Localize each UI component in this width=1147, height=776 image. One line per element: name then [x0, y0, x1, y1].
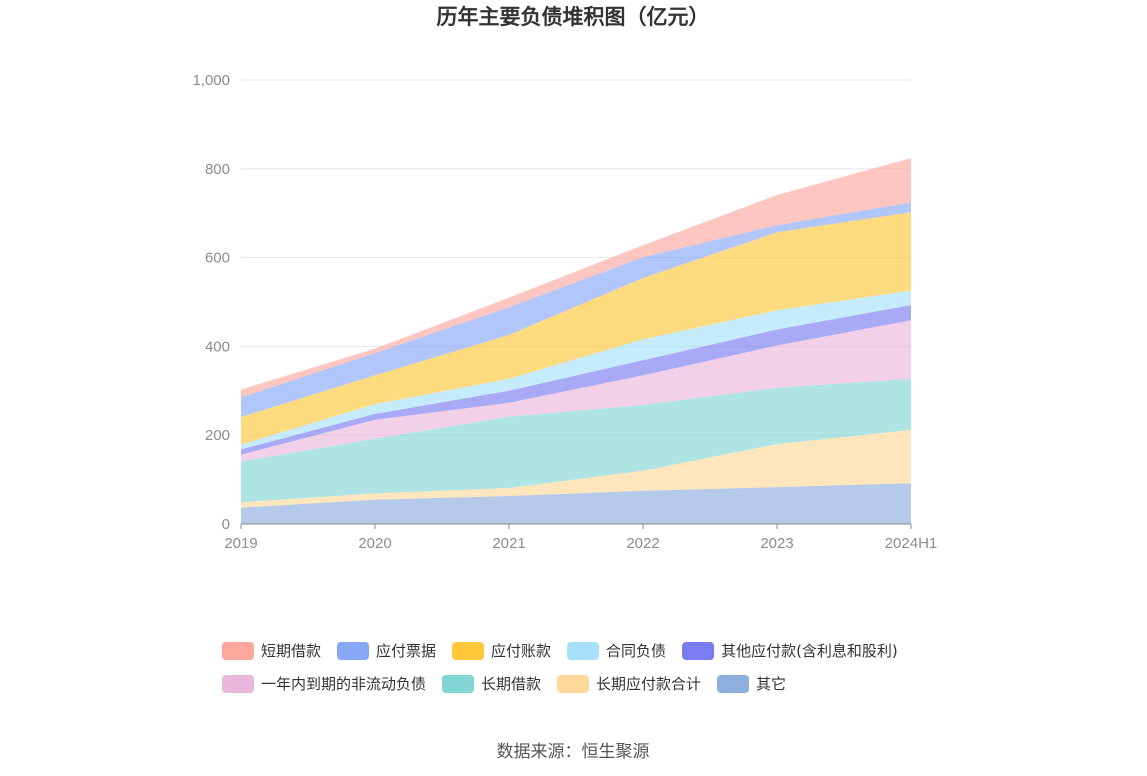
legend-label: 其他应付款(含利息和股利) — [721, 642, 898, 660]
legend-item[interactable]: 长期借款 — [442, 675, 541, 693]
area-series-6 — [241, 212, 911, 445]
chart-title: 历年主要负债堆积图（亿元） — [437, 5, 710, 29]
x-tick-label: 2022 — [626, 535, 659, 552]
legend-swatch — [717, 675, 750, 693]
y-tick-label: 1,000 — [192, 72, 230, 89]
legend-swatch — [222, 642, 254, 660]
legend-swatch — [337, 642, 370, 660]
data-source-label: 数据来源：恒生聚源 — [497, 742, 650, 762]
legend-label: 合同负债 — [606, 642, 666, 660]
x-tick-label: 2019 — [224, 535, 257, 552]
area-series-2 — [241, 378, 911, 503]
x-tick-label: 2023 — [760, 535, 793, 552]
legend-label: 长期应付款合计 — [596, 675, 701, 693]
legend-swatch — [682, 642, 715, 660]
legend-item[interactable]: 短期借款 — [222, 642, 321, 660]
area-series-4 — [241, 305, 911, 455]
y-tick-label: 200 — [205, 427, 230, 444]
legend-swatch — [222, 675, 254, 693]
y-tick-label: 800 — [205, 161, 230, 178]
area-series-5 — [241, 290, 911, 450]
legend-label: 应付票据 — [376, 642, 436, 660]
legend-item[interactable]: 合同负债 — [567, 642, 666, 660]
area-series-1 — [241, 429, 911, 508]
legend-swatch — [557, 675, 590, 693]
legend-item[interactable]: 其他应付款(含利息和股利) — [682, 642, 898, 660]
legend: 短期借款 应付票据 应付账款 合同负债 其他应付款(含利息和股利) 一年内到期的非流动负债… — [222, 642, 898, 693]
y-tick-label: 0 — [222, 516, 230, 533]
legend-label: 短期借款 — [261, 642, 321, 660]
legend-label: 长期借款 — [481, 675, 541, 693]
legend-item[interactable]: 其它 — [717, 675, 786, 693]
legend-label: 一年内到期的非流动负债 — [261, 675, 426, 693]
area-series-7 — [241, 202, 911, 417]
y-tick-label: 600 — [205, 250, 230, 267]
legend-swatch — [567, 642, 600, 660]
legend-swatch — [442, 675, 475, 693]
x-tick-label: 2020 — [358, 535, 391, 552]
area-series-0 — [241, 483, 911, 524]
area-series-8 — [241, 158, 911, 398]
legend-item[interactable]: 应付账款 — [452, 642, 551, 660]
axes: 2019 2020 2021 2022 2023 2024H1 — [224, 523, 938, 552]
legend-label: 应付账款 — [491, 642, 551, 660]
area-series — [241, 158, 911, 524]
legend-swatch — [452, 642, 485, 660]
x-tick-label: 2024H1 — [885, 535, 938, 552]
legend-item[interactable]: 一年内到期的非流动负债 — [222, 675, 426, 693]
legend-label: 其它 — [756, 675, 786, 693]
legend-item[interactable]: 应付票据 — [337, 642, 436, 660]
area-series-3 — [241, 320, 911, 462]
x-tick-label: 2021 — [492, 535, 525, 552]
legend-item[interactable]: 长期应付款合计 — [557, 675, 701, 693]
y-tick-label: 400 — [205, 338, 230, 355]
